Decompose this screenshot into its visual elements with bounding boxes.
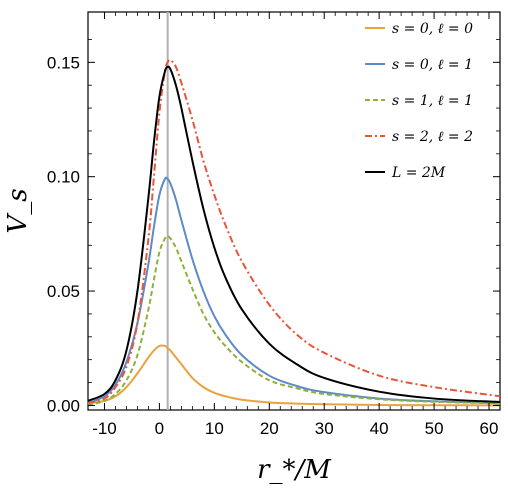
y-tick-label: 0.15 xyxy=(47,53,80,72)
x-tick-label: 10 xyxy=(205,419,224,438)
y-axis-title: V_s xyxy=(3,188,33,233)
series-line-2 xyxy=(87,235,501,407)
series-line-0 xyxy=(87,344,501,407)
legend-label: s = 0, ℓ = 1 xyxy=(392,57,473,73)
plot-frame xyxy=(87,11,501,411)
legend-label: s = 0, ℓ = 0 xyxy=(392,21,473,37)
x-tick-label: 30 xyxy=(315,419,334,438)
x-tick-label: -10 xyxy=(92,419,117,438)
series-line-3 xyxy=(87,58,501,405)
ticks-layer: -10 0 10 20 30 40 50 60 0.00 0.05 0.10 0.15 xyxy=(47,12,500,438)
series-line-4 xyxy=(87,65,501,403)
series-layer xyxy=(87,58,501,407)
legend-label: L = 2M xyxy=(391,165,446,181)
x-tick-label: 60 xyxy=(480,419,499,438)
x-tick-label: 20 xyxy=(260,419,279,438)
legend-label: s = 2, ℓ = 2 xyxy=(392,129,473,145)
legend: s = 0, ℓ = 0 s = 0, ℓ = 1 s = 1, ℓ = 1 s = … xyxy=(365,21,473,181)
y-tick-label: 0.05 xyxy=(47,282,80,301)
y-tick-label: 0.00 xyxy=(47,396,80,415)
series-line-1 xyxy=(87,176,501,405)
x-axis-title: r_*/M xyxy=(257,455,332,485)
x-tick-label: 50 xyxy=(425,419,444,438)
y-tick-label: 0.10 xyxy=(47,168,80,187)
axis-titles: r_*/M V_s xyxy=(3,188,332,485)
x-tick-label: 0 xyxy=(155,419,164,438)
legend-label: s = 1, ℓ = 1 xyxy=(392,93,473,109)
x-tick-label: 40 xyxy=(370,419,389,438)
